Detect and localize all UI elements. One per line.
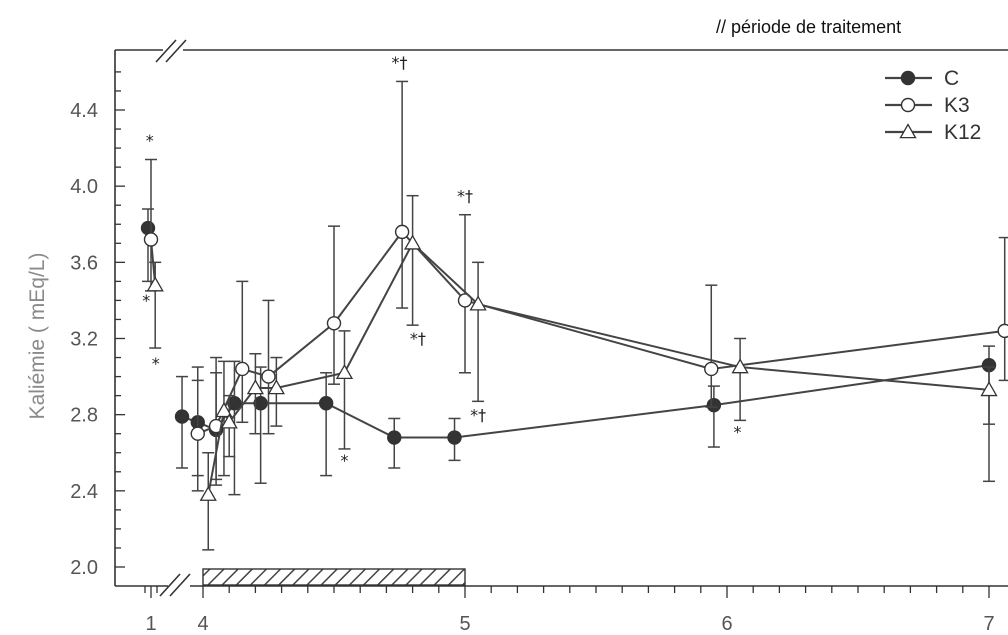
significance-annotation: *	[340, 451, 348, 470]
top-axis-break-mark	[155, 39, 177, 63]
significance-annotation: *	[733, 423, 741, 442]
data-point	[326, 316, 342, 331]
data-point	[980, 381, 998, 397]
data-point	[447, 430, 462, 445]
data-point	[235, 361, 250, 377]
x-tick-label: 7	[983, 613, 994, 635]
treatment-period-bar	[202, 568, 466, 586]
data-point	[704, 361, 719, 377]
bottom-axis-break-mark	[169, 573, 191, 597]
series-line	[207, 241, 990, 495]
legend-entry-k3: K3	[885, 94, 970, 117]
data-point	[394, 224, 410, 240]
significance-annotation: *	[146, 131, 154, 150]
significance-annotation: *	[142, 291, 150, 310]
legend-label: K12	[944, 121, 981, 144]
y-tick-label: 4.4	[70, 100, 98, 122]
significance-annotation: *	[152, 354, 160, 373]
data-point	[199, 485, 217, 501]
legend-label: C	[944, 67, 959, 90]
data-point	[143, 232, 159, 247]
data-point	[174, 409, 190, 424]
legend-marker	[900, 97, 916, 113]
significance-annotation: *†	[470, 405, 486, 424]
series-k12	[146, 194, 998, 551]
y-tick-label: 2.0	[70, 557, 98, 579]
y-tick-label: 3.6	[70, 252, 98, 274]
x-tick-label: 6	[721, 613, 732, 635]
series-line	[181, 364, 990, 439]
y-axis-label: Kaliémie ( mEq/L)	[26, 253, 49, 420]
data-point	[335, 363, 354, 380]
data-point	[190, 426, 205, 441]
x-tick-label: 4	[197, 613, 208, 635]
data-point	[318, 396, 334, 411]
top-axis-break-mark	[165, 39, 187, 63]
x-tick-label: 5	[459, 613, 470, 635]
data-point	[706, 397, 722, 413]
data-point	[253, 396, 268, 411]
x-tick-label: 1	[145, 613, 156, 635]
data-point	[215, 402, 233, 418]
y-tick-label: 4.0	[70, 176, 98, 198]
data-point	[997, 323, 1008, 339]
data-point	[469, 295, 487, 311]
significance-annotation: *†	[457, 186, 473, 205]
data-point	[267, 379, 285, 395]
y-tick-label: 3.2	[70, 329, 98, 351]
data-point	[146, 276, 164, 292]
chart-title: // période de traitement	[716, 17, 901, 37]
significance-annotation: *†	[410, 329, 426, 348]
data-point	[387, 430, 402, 445]
bottom-axis-break-mark	[159, 573, 181, 597]
legend-label: K3	[944, 94, 970, 117]
legend-marker	[899, 123, 917, 139]
data-point	[227, 396, 242, 411]
data-point	[246, 379, 265, 395]
significance-annotation: *†	[392, 53, 408, 72]
legend: C K3 K12	[885, 67, 981, 144]
legend-entry-k12: K12	[885, 121, 981, 144]
data-point	[457, 293, 473, 308]
data-point	[220, 413, 238, 429]
legend-marker	[900, 70, 916, 86]
data-point	[731, 358, 749, 374]
series-k3	[143, 80, 1008, 492]
y-tick-label: 2.4	[70, 481, 98, 503]
data-point	[403, 234, 422, 250]
plot-area: 2.0 2.4 2.8 3.2 3.6 4.0 4.4 1 4 5 6 7 * * * *† *† *† * *† *	[70, 39, 1008, 635]
y-tick-label: 2.8	[70, 405, 98, 427]
data-point	[261, 369, 276, 384]
legend-entry-c: C	[885, 67, 959, 90]
series-c	[140, 208, 997, 496]
